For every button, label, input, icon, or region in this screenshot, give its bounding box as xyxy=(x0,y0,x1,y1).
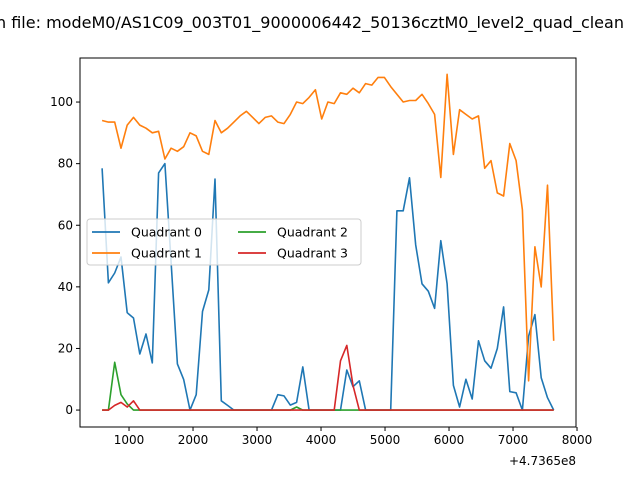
y-tick-label: 60 xyxy=(58,218,73,232)
y-tick-label: 0 xyxy=(65,403,73,417)
x-tick-label: 8000 xyxy=(562,433,593,447)
y-tick-label: 100 xyxy=(50,95,73,109)
y-tick-label: 20 xyxy=(58,341,73,355)
series-line-quadrant-1 xyxy=(101,73,555,382)
legend: Quadrant 0 Quadrant 1 Quadrant 2 Quadrant 3 xyxy=(86,218,362,266)
x-tick-label: 4000 xyxy=(306,433,337,447)
y-tick-label: 40 xyxy=(58,280,73,294)
series-line-quadrant-3 xyxy=(102,344,554,411)
legend-box xyxy=(86,218,362,266)
chart-title: n file: modeM0/AS1C09_003T01_9000006442_… xyxy=(0,13,624,32)
legend-label: Quadrant 1 xyxy=(131,246,202,261)
x-tick-label: 2000 xyxy=(178,433,209,447)
axes-frame xyxy=(79,57,577,428)
x-tick-label: 6000 xyxy=(434,433,465,447)
x-tick-label: 5000 xyxy=(370,433,401,447)
x-tick-label: 3000 xyxy=(242,433,273,447)
x-tick-label: 1000 xyxy=(114,433,145,447)
x-tick-label: 7000 xyxy=(498,433,529,447)
y-tick-label: 80 xyxy=(58,157,73,171)
x-offset-label: +4.7365e8 xyxy=(509,454,576,468)
series-line-quadrant-0 xyxy=(101,162,555,411)
series-line-quadrant-2 xyxy=(102,361,554,411)
legend-label: Quadrant 0 xyxy=(131,225,202,240)
legend-label: Quadrant 2 xyxy=(277,225,348,240)
legend-label: Quadrant 3 xyxy=(277,246,348,261)
